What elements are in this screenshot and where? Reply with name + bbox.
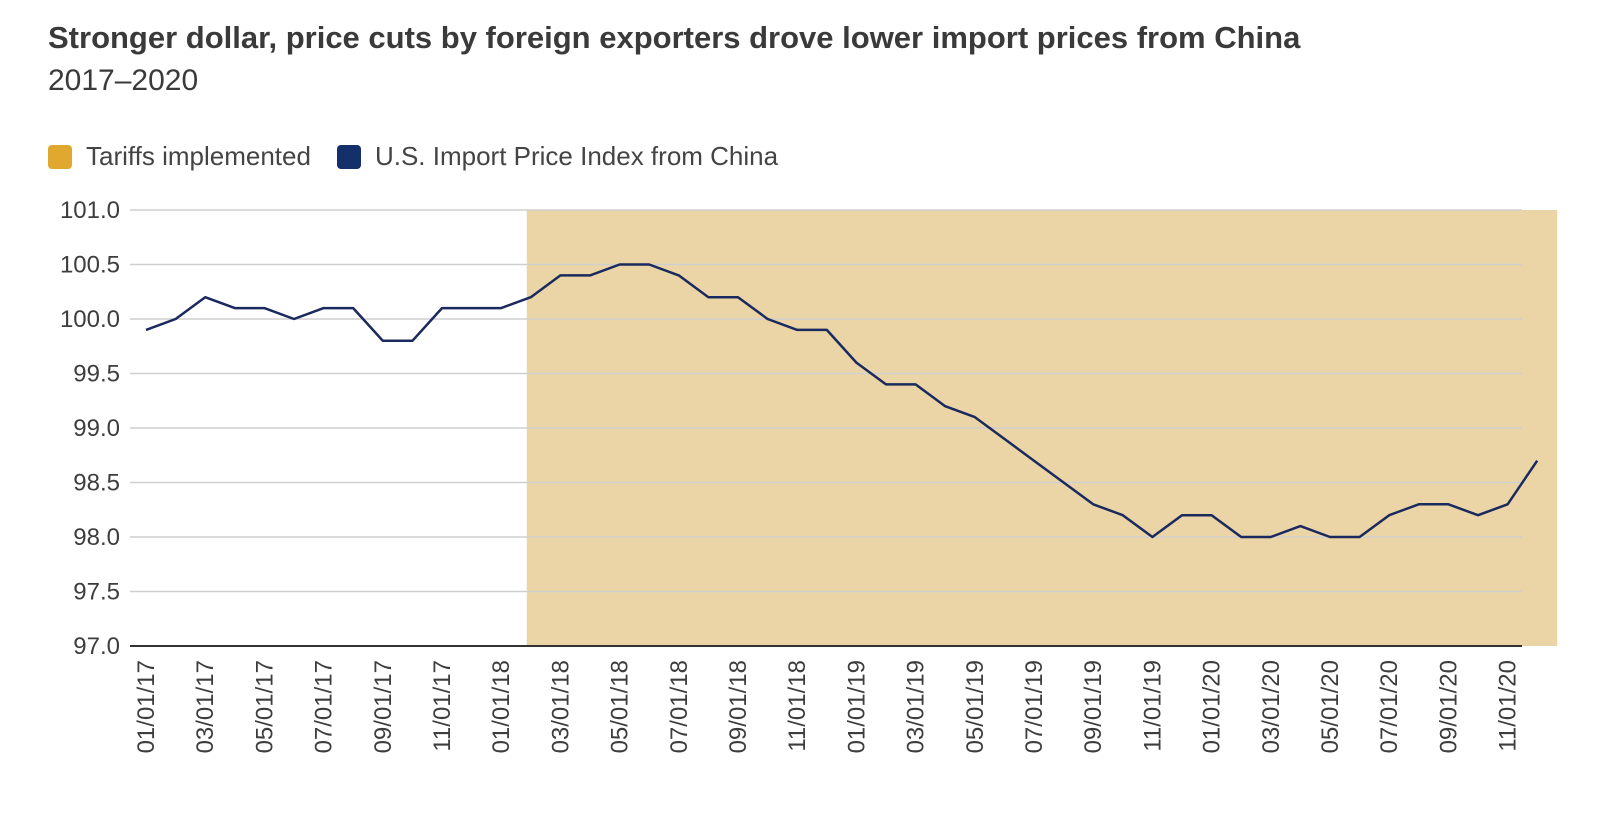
y-tick-label: 97.5 — [73, 579, 120, 606]
legend-label-tariffs: Tariffs implemented — [86, 141, 311, 171]
x-tick-label: 01/01/18 — [488, 660, 515, 753]
legend-swatch-import-price-index — [336, 144, 361, 169]
chart-title: Stronger dollar, price cuts by foreign e… — [48, 20, 1301, 55]
y-tick-label: 99.0 — [73, 415, 120, 442]
x-tick-label: 01/01/19 — [843, 660, 870, 753]
legend-item-tariffs: Tariffs implemented — [48, 141, 311, 172]
x-tick-label: 09/01/19 — [1080, 660, 1107, 753]
y-tick-label: 98.5 — [73, 470, 120, 497]
chart-subtitle: 2017–2020 — [48, 64, 199, 97]
x-tick-label: 03/01/18 — [547, 660, 574, 753]
x-tick-label: 03/01/17 — [192, 660, 219, 753]
x-tick-label: 09/01/17 — [370, 660, 397, 753]
y-tick-label: 100.5 — [60, 252, 120, 279]
series-line-import-price-index — [145, 263, 1539, 539]
x-tick-label: 07/01/20 — [1376, 660, 1403, 753]
x-tick-label: 03/01/19 — [903, 660, 930, 753]
legend-item-import-price-index: U.S. Import Price Index from China — [336, 141, 779, 172]
x-tick-label: 11/01/20 — [1495, 660, 1522, 752]
y-tick-label: 97.0 — [73, 633, 120, 660]
x-tick-label: 07/01/18 — [666, 660, 693, 753]
x-tick-label: 05/01/18 — [607, 660, 634, 753]
x-tick-label: 09/01/18 — [725, 660, 752, 753]
y-tick-label: 101.0 — [60, 197, 120, 224]
x-tick-label: 07/01/19 — [1021, 660, 1048, 753]
x-tick-label: 05/01/20 — [1317, 660, 1344, 753]
x-tick-label: 03/01/20 — [1258, 660, 1285, 753]
y-tick-label: 99.5 — [73, 361, 120, 388]
x-tick-label: 01/01/20 — [1199, 660, 1226, 753]
legend-swatch-tariffs — [48, 144, 72, 169]
x-tick-label: 05/01/19 — [962, 660, 989, 753]
x-tick-label: 11/01/19 — [1139, 660, 1166, 752]
x-tick-label: 09/01/20 — [1435, 660, 1462, 753]
x-tick-label: 07/01/17 — [311, 660, 338, 753]
x-tick-label: 05/01/17 — [251, 660, 278, 753]
legend-label-import-price-index: U.S. Import Price Index from China — [374, 141, 779, 171]
y-tick-label: 98.0 — [73, 524, 120, 551]
y-tick-label: 100.0 — [60, 306, 120, 333]
chart-legend: Tariffs implemented U.S. Import Price In… — [48, 141, 804, 172]
x-tick-label: 01/01/17 — [133, 660, 160, 753]
x-tick-label: 11/01/17 — [429, 660, 456, 752]
x-tick-label: 11/01/18 — [784, 660, 811, 752]
